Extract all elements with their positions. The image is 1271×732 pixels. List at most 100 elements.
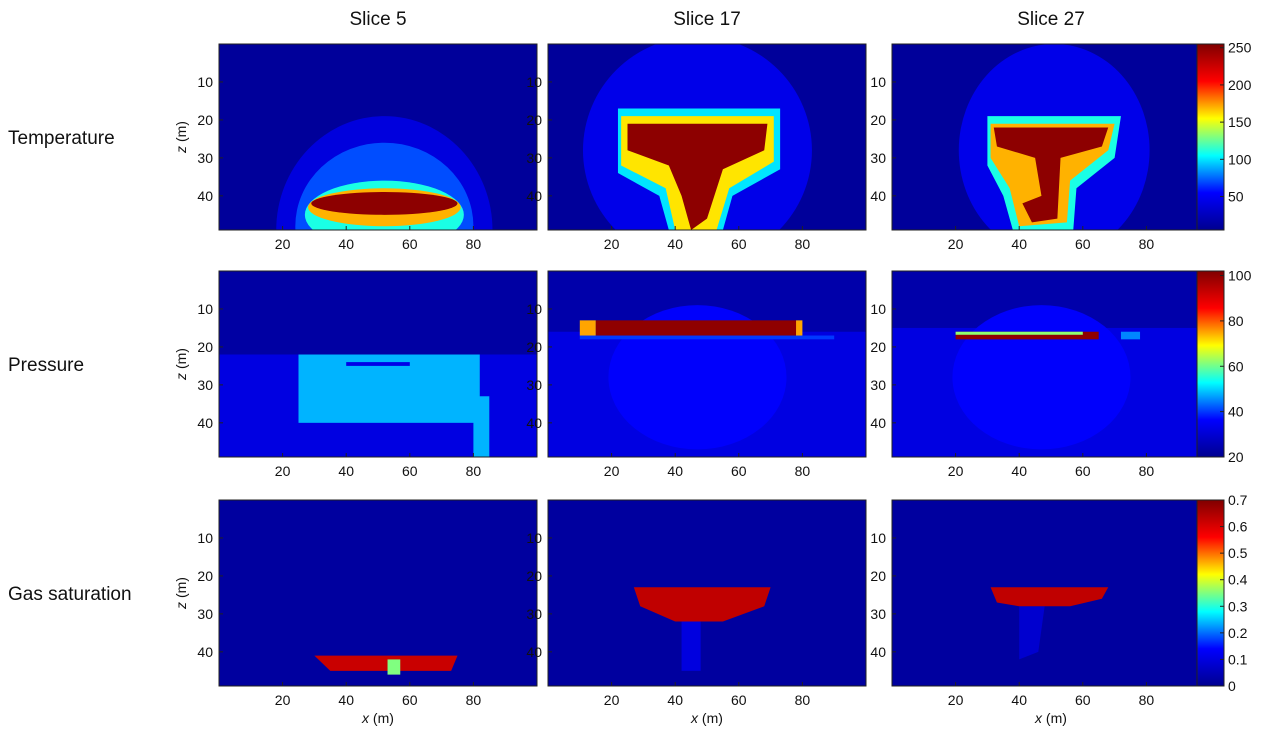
row-label-temperature: Temperature xyxy=(8,128,115,149)
x-tick-label: 80 xyxy=(795,236,811,252)
colorbar-tick-label: 50 xyxy=(1228,189,1244,205)
row-label-gas-saturation: Gas saturation xyxy=(8,584,132,605)
x-tick-label: 20 xyxy=(948,692,964,708)
z-axis-label: z (m) xyxy=(173,348,189,381)
colorbar-gas-saturation: 0 0.1 0.2 0.3 0.4 0.5 0.6 0.7 xyxy=(1196,492,1248,694)
panel-pressure-slice-5-field xyxy=(219,271,537,457)
z-tick-label: 20 xyxy=(526,112,542,128)
panel-frame xyxy=(547,270,867,458)
panel-gas-saturation-slice-17: 20 40 60 80 10 20 30 40 x (m) xyxy=(526,499,867,726)
z-tick-label: 30 xyxy=(526,377,542,393)
colorbar-tick-label: 150 xyxy=(1228,114,1252,130)
x-tick-label: 60 xyxy=(731,692,747,708)
x-tick-label: 40 xyxy=(1011,236,1027,252)
colorbar-tick-label: 250 xyxy=(1228,40,1252,56)
heatmap-cell-region xyxy=(311,192,458,215)
z-tick-label: 20 xyxy=(197,112,213,128)
z-tick-label: 10 xyxy=(870,301,886,317)
heatmap-cell-region xyxy=(681,621,701,671)
panel-temperature-slice-27: 20 40 60 80 10 20 30 40 xyxy=(870,43,1211,252)
x-tick-label: 40 xyxy=(1011,463,1027,479)
z-tick-label: 20 xyxy=(197,339,213,355)
heatmap-cell-region xyxy=(955,331,1099,340)
colorbar-tick-label: 0.3 xyxy=(1228,598,1248,614)
panel-frame xyxy=(547,43,867,231)
x-tick-label: 20 xyxy=(948,236,964,252)
panel-pressure-slice-27: 20 40 60 80 10 20 30 40 xyxy=(870,270,1211,479)
z-tick-label: 20 xyxy=(197,568,213,584)
z-tick-label: 40 xyxy=(870,415,886,431)
colorbar-pressure: 20 40 60 80 100 xyxy=(1196,268,1252,465)
x-tick-label: 80 xyxy=(466,692,482,708)
z-tick-label: 40 xyxy=(526,415,542,431)
z-tick-label: 20 xyxy=(526,339,542,355)
x-tick-label: 20 xyxy=(948,463,964,479)
heatmap-cell-region xyxy=(993,127,1109,223)
x-axis-label: x (m) xyxy=(1034,710,1067,726)
z-tick-label: 20 xyxy=(870,568,886,584)
x-tick-label: 80 xyxy=(795,463,811,479)
panel-frame xyxy=(218,499,538,687)
panel-pressure-slice-17-field xyxy=(548,271,866,457)
z-tick-label: 30 xyxy=(197,377,213,393)
colorbar-tick-label: 20 xyxy=(1228,449,1244,465)
colorbar-bar xyxy=(1196,270,1225,458)
column-title-slice-5: Slice 5 xyxy=(349,9,406,30)
z-tick-label: 40 xyxy=(197,188,213,204)
colorbar-tick-label: 0.1 xyxy=(1228,651,1248,667)
x-tick-label: 60 xyxy=(1075,692,1091,708)
z-tick-label: 30 xyxy=(526,150,542,166)
x-tick-label: 60 xyxy=(731,463,747,479)
colorbar-temperature: 50 100 150 200 250 xyxy=(1196,40,1252,231)
z-tick-label: 40 xyxy=(197,644,213,660)
panel-temperature-slice-5-field xyxy=(219,44,537,230)
panel-gas-saturation-slice-17-field xyxy=(548,500,866,686)
x-tick-label: 80 xyxy=(466,236,482,252)
x-tick-label: 80 xyxy=(1139,692,1155,708)
x-tick-label: 40 xyxy=(338,692,354,708)
panel-pressure-slice-17: 20 40 60 80 10 20 30 40 xyxy=(526,270,867,479)
x-tick-label: 60 xyxy=(402,692,418,708)
column-title-slice-27: Slice 27 xyxy=(1017,9,1085,30)
x-tick-label: 20 xyxy=(275,236,291,252)
panel-gas-saturation-slice-27-field xyxy=(892,500,1210,686)
z-tick-label: 30 xyxy=(870,150,886,166)
heatmap-cell-region xyxy=(796,320,803,336)
x-tick-label: 60 xyxy=(1075,463,1091,479)
colorbar-tick-label: 0.5 xyxy=(1228,545,1248,561)
panel-frame xyxy=(218,43,538,231)
x-axis-label: x (m) xyxy=(690,710,723,726)
panel-frame xyxy=(218,270,538,458)
x-tick-label: 40 xyxy=(667,236,683,252)
x-tick-label: 60 xyxy=(402,463,418,479)
x-tick-label: 40 xyxy=(667,463,683,479)
z-tick-label: 10 xyxy=(870,74,886,90)
x-tick-label: 60 xyxy=(731,236,747,252)
x-tick-label: 20 xyxy=(275,692,291,708)
panel-pressure-slice-5: 20 40 60 80 10 20 30 40 xyxy=(197,270,538,479)
panel-frame xyxy=(547,499,867,687)
x-tick-label: 40 xyxy=(667,692,683,708)
z-tick-label: 10 xyxy=(197,530,213,546)
heatmap-cell-region xyxy=(627,123,768,230)
panel-gas-saturation-slice-27: 20 40 60 80 10 20 30 40 x (m) xyxy=(870,499,1211,726)
x-tick-label: 20 xyxy=(275,463,291,479)
heatmap-cell-region xyxy=(955,331,1083,335)
z-tick-label: 40 xyxy=(526,644,542,660)
x-tick-label: 80 xyxy=(466,463,482,479)
panel-pressure-slice-27-field xyxy=(892,271,1210,457)
z-tick-label: 10 xyxy=(197,301,213,317)
colorbar-tick-label: 0.2 xyxy=(1228,625,1248,641)
heatmap-cell-region xyxy=(990,587,1109,607)
z-tick-label: 40 xyxy=(870,644,886,660)
colorbar-tick-label: 0.6 xyxy=(1228,519,1248,535)
z-axis-label: z (m) xyxy=(173,121,189,154)
colorbar-tick-label: 200 xyxy=(1228,77,1252,93)
panel-gas-saturation-slice-5: 20 40 60 80 10 20 30 40 x (m) xyxy=(197,499,538,726)
colorbar-tick-label: 0.7 xyxy=(1228,492,1248,508)
heatmap-cell-region xyxy=(952,305,1131,450)
z-tick-label: 30 xyxy=(870,606,886,622)
panel-gas-saturation-slice-5-field xyxy=(219,500,537,686)
column-title-slice-17: Slice 17 xyxy=(673,9,741,30)
